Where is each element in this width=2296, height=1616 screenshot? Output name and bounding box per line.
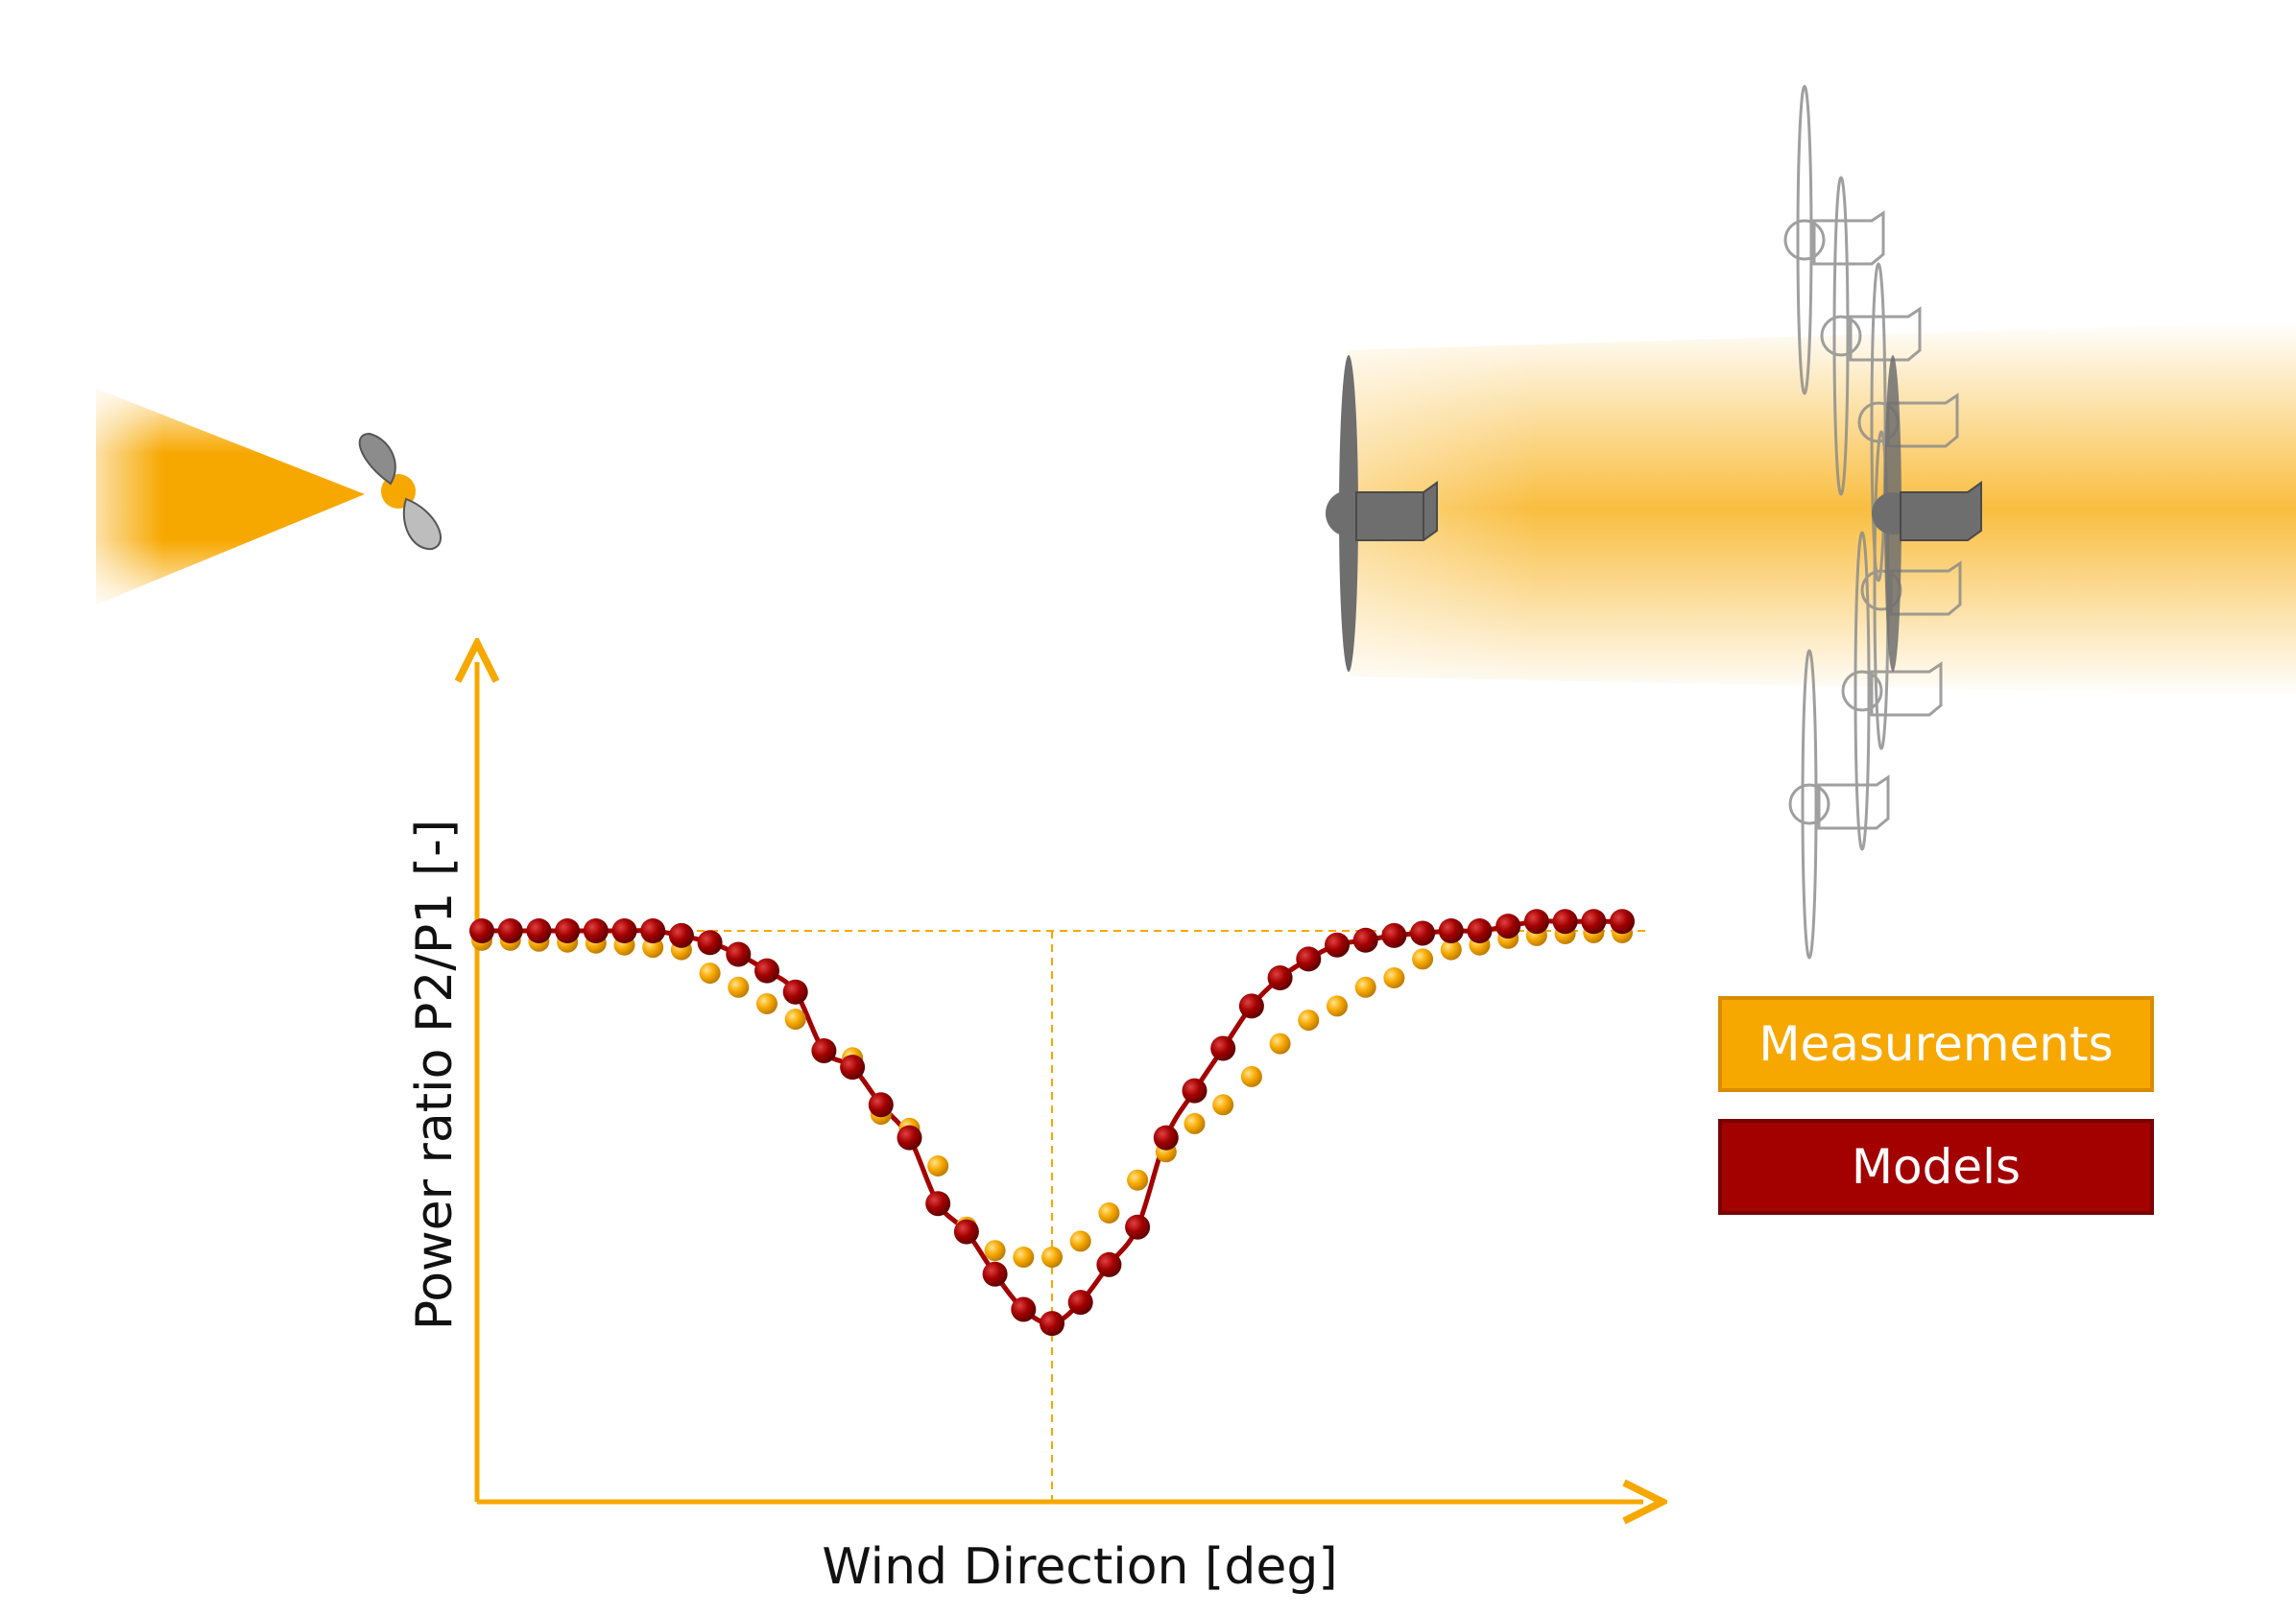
model-point [555,918,581,943]
x-axis-label: Wind Direction [deg] [822,1538,1337,1596]
model-point [1325,932,1350,958]
measurement-point [1354,976,1376,998]
model-point [526,918,552,943]
rotating-turbine-icon [358,432,442,551]
model-point [1153,1125,1179,1151]
measurement-point [1269,1033,1291,1055]
measurement-point [1041,1247,1063,1269]
model-point [1438,918,1464,943]
model-point [1467,918,1493,943]
y-axis-label: Power ratio P2/P1 [-] [406,820,464,1330]
model-point [1523,909,1549,935]
models-series [469,909,1635,1337]
model-point [611,918,637,943]
model-point [840,1055,866,1081]
measurement-point [927,1155,949,1176]
measurement-point [1069,1230,1091,1252]
model-point [1381,922,1407,948]
model-point [982,1261,1008,1287]
measurement-point [1127,1169,1149,1191]
measurement-point [728,976,750,998]
model-point [1267,965,1293,990]
model-point [1352,927,1378,953]
power-ratio-chart: Wind Direction [deg] Power ratio P2/P1 [… [406,662,1651,1596]
measurement-point [1098,1202,1120,1224]
measurement-point [1298,1010,1320,1032]
legend-measurements-label: Measurements [1758,1016,2114,1072]
measurement-point [984,1240,1006,1262]
model-point [868,1092,894,1118]
model-point [583,918,609,943]
model-point [1040,1311,1064,1337]
measurement-point [756,992,777,1014]
upstream-turbine-icon [1326,355,1438,672]
wind-source-cone-icon [96,389,365,605]
measurement-point [1440,939,1462,961]
measurement-point [1212,1094,1234,1116]
wake-plume-icon [1349,321,2296,696]
model-point [1238,993,1264,1019]
model-point [1210,1035,1236,1061]
measurement-point [784,1009,806,1031]
measurement-point [699,962,721,985]
model-point [1011,1296,1037,1322]
model-point [1552,909,1578,935]
model-point [754,958,779,984]
model-point [811,1037,837,1063]
model-point [897,1125,922,1151]
model-point [1410,920,1436,946]
measurement-point [1184,1112,1206,1134]
legend-models: Models [1718,1119,2154,1215]
model-point [1096,1251,1122,1277]
model-point [1495,914,1521,939]
downstream-turbine-center-icon [1872,355,1982,672]
model-point [497,918,523,943]
model-point [1125,1214,1151,1240]
model-point [640,918,666,943]
model-point [668,922,694,948]
model-point [726,941,752,967]
model-point [925,1191,951,1217]
model-point [953,1219,979,1245]
measurement-point [1013,1247,1035,1269]
measurement-point [1412,948,1434,970]
model-point [1581,909,1607,935]
measurement-point [1240,1065,1262,1087]
model-point [782,979,808,1005]
measurement-point [1327,995,1348,1017]
model-point [1296,946,1322,972]
measurement-point [1383,967,1405,988]
model-point [1610,909,1635,935]
model-point [1067,1290,1093,1316]
model-point [469,918,494,943]
legend-models-label: Models [1851,1139,2021,1195]
legend-measurements: Measurements [1718,996,2154,1092]
model-point [697,930,723,956]
model-point [1182,1078,1208,1104]
